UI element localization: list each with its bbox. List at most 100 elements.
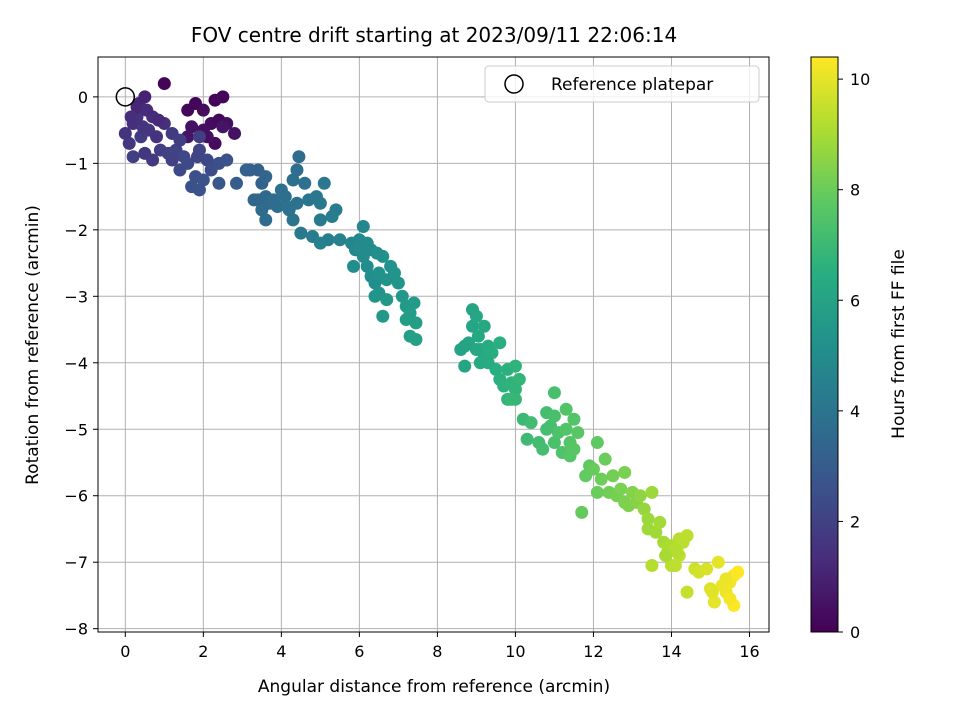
data-point	[136, 120, 150, 134]
x-tick-label: 2	[198, 642, 208, 661]
data-point	[278, 190, 292, 204]
data-point	[286, 173, 300, 187]
y-tick-label: 0	[78, 88, 88, 107]
data-point	[317, 176, 331, 190]
data-point	[200, 153, 214, 167]
data-point	[458, 339, 472, 353]
data-point	[126, 150, 140, 164]
data-point	[653, 515, 667, 529]
colorbar-tick-label: 6	[850, 291, 860, 310]
data-point	[559, 422, 573, 436]
data-point	[286, 213, 300, 227]
data-point	[559, 402, 573, 416]
data-point	[391, 276, 405, 290]
chart-title: FOV centre drift starting at 2023/09/11 …	[191, 23, 677, 47]
data-point	[723, 592, 737, 606]
data-point	[368, 276, 382, 290]
data-point	[547, 386, 561, 400]
data-point	[586, 462, 600, 476]
data-point	[471, 329, 485, 343]
y-tick-label: −7	[64, 553, 88, 572]
data-point	[409, 316, 423, 330]
data-point	[259, 213, 273, 227]
data-point	[267, 193, 281, 207]
data-point	[292, 150, 306, 164]
x-tick-label: 4	[276, 642, 286, 661]
data-point	[520, 432, 534, 446]
data-point	[259, 170, 273, 184]
data-point	[229, 176, 243, 190]
data-point	[409, 333, 423, 347]
data-point	[150, 130, 164, 144]
data-point	[637, 502, 651, 516]
data-point	[329, 203, 343, 217]
x-tick-label: 16	[739, 642, 759, 661]
data-point	[485, 346, 499, 360]
data-point	[140, 103, 154, 117]
data-point	[356, 220, 370, 234]
data-point	[313, 196, 327, 210]
data-point	[598, 452, 612, 466]
y-axis-label: Rotation from reference (arcmin)	[23, 205, 43, 485]
data-point	[614, 482, 628, 496]
legend-reference-marker	[504, 74, 524, 94]
data-point	[122, 136, 136, 150]
data-point	[466, 319, 480, 333]
data-point	[290, 196, 304, 210]
data-point	[659, 549, 673, 563]
data-point	[575, 505, 589, 519]
data-point	[290, 163, 304, 177]
y-tick-label: −2	[64, 221, 88, 240]
data-point	[477, 319, 491, 333]
data-point	[333, 233, 347, 247]
data-point	[524, 416, 538, 430]
data-point	[719, 572, 733, 586]
data-point	[633, 489, 647, 503]
data-point	[216, 90, 230, 104]
colorbar-gradient	[810, 56, 839, 633]
data-point	[731, 565, 745, 579]
y-tick-label: −5	[64, 420, 88, 439]
data-points	[115, 77, 745, 612]
data-point	[313, 213, 327, 227]
data-point	[458, 359, 472, 373]
legend-entry: Reference platepar	[551, 75, 713, 95]
data-point	[567, 442, 581, 456]
data-point	[380, 293, 394, 307]
data-point	[192, 130, 206, 144]
data-point	[360, 259, 374, 273]
data-point	[228, 126, 242, 140]
data-point	[711, 555, 725, 569]
data-point	[707, 595, 721, 609]
data-point	[536, 442, 550, 456]
colorbar-label: Hours from first FF file	[889, 249, 909, 439]
x-tick-label: 8	[432, 642, 442, 661]
x-tick-label: 0	[120, 642, 130, 661]
data-point	[399, 313, 413, 327]
data-point	[469, 309, 483, 323]
data-point	[705, 585, 719, 599]
data-point	[216, 120, 230, 134]
data-point	[212, 176, 226, 190]
data-point	[469, 342, 483, 356]
data-point	[670, 545, 684, 559]
data-point	[247, 193, 261, 207]
data-point	[190, 150, 204, 164]
legend: Reference platepar	[484, 65, 760, 103]
data-point	[700, 562, 714, 576]
data-point	[680, 529, 694, 543]
data-point	[645, 559, 659, 573]
data-point	[493, 336, 507, 350]
data-point	[138, 90, 152, 104]
data-point	[505, 392, 519, 406]
data-point	[298, 176, 312, 190]
data-point	[649, 525, 663, 539]
data-point	[360, 243, 374, 257]
data-point	[641, 512, 655, 526]
data-point	[547, 409, 561, 423]
data-point	[571, 426, 585, 440]
data-point	[618, 465, 632, 479]
data-point	[146, 153, 160, 167]
x-tick-label: 6	[354, 642, 364, 661]
data-point	[680, 585, 694, 599]
